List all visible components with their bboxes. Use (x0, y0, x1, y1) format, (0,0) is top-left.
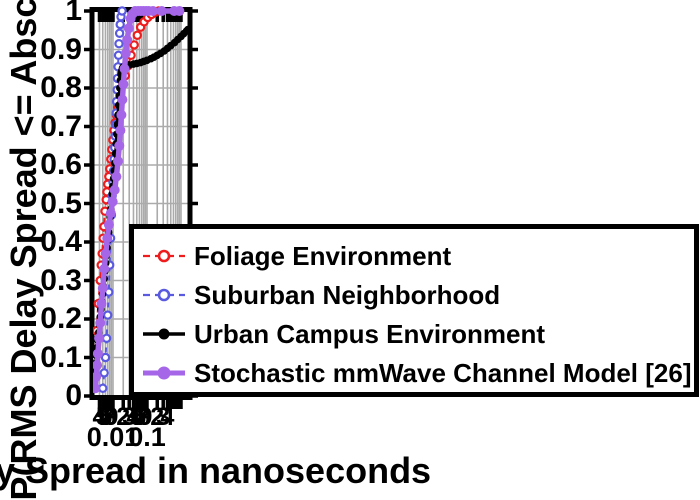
legend-marker-sample (143, 250, 185, 263)
x-minor-tick-label: 5 (95, 403, 110, 431)
y-tick-label: 0.4 (40, 225, 82, 258)
data-point-marker (99, 263, 110, 274)
y-tick-label: 0 (65, 379, 82, 412)
y-tick-label: 0.9 (40, 32, 82, 66)
data-point-marker (98, 383, 108, 393)
data-point-marker (117, 6, 127, 16)
x-minor-tick-label: 6 (98, 403, 113, 431)
data-point-marker (93, 360, 103, 371)
data-point-marker (114, 39, 124, 49)
data-point-marker (129, 40, 139, 50)
x-minor-tick-label: 5 (129, 403, 144, 431)
series-3 (93, 6, 185, 394)
data-point-marker (119, 63, 130, 74)
y-tick-label: 0.8 (40, 71, 82, 104)
data-point-marker (99, 368, 109, 378)
data-point-marker (93, 383, 101, 394)
data-point-marker (114, 140, 125, 151)
legend-label: Suburban Neighborhood (194, 280, 501, 311)
legend-box: Foliage Environment Suburban Neighborhood… (129, 224, 699, 397)
series-line (101, 10, 124, 389)
x-minor-tick-label: 4 (92, 403, 107, 431)
x-minor-tick-label: 2 (150, 403, 165, 431)
legend-label: Urban Campus Environment (194, 318, 546, 349)
data-point-marker (93, 371, 102, 382)
x-minor-tick-label: 7 (134, 403, 149, 431)
x-minor-tick-label: 2 (116, 403, 131, 431)
data-point-marker (118, 79, 129, 90)
data-point-marker (120, 48, 131, 59)
data-point-marker (113, 156, 123, 167)
legend-label: Foliage Environment (194, 241, 452, 272)
data-point-marker (156, 6, 167, 16)
y-tick-label: 1 (65, 0, 82, 27)
data-point-marker (100, 352, 111, 363)
legend-label: Stochastic mmWave Channel Model [26] (194, 357, 692, 388)
x-minor-tick-label: 9 (138, 403, 153, 431)
x-minor-tick-label: 3 (156, 403, 171, 431)
x-minor-tick-label: 6 (132, 403, 147, 431)
y-tick-label: 0.5 (40, 186, 82, 220)
x-minor-tick-label: 4 (160, 403, 175, 431)
data-point-marker (102, 310, 113, 320)
x-minor-tick-label: 9 (104, 403, 119, 431)
data-point-marker (94, 333, 105, 344)
data-point-marker (174, 6, 185, 16)
data-point-marker (115, 125, 126, 136)
data-point-marker (132, 30, 142, 40)
legend-entry: Suburban Neighborhood (142, 276, 694, 314)
data-point-marker (107, 196, 118, 207)
y-tick-label: 0.7 (40, 109, 82, 143)
data-point-marker (117, 94, 128, 105)
data-point-marker (148, 6, 158, 16)
legend-entry: Foliage Environment (142, 237, 694, 275)
data-point-marker (109, 185, 120, 195)
y-tick-label: 0.6 (40, 148, 82, 181)
data-point-marker (116, 109, 127, 120)
data-point-marker (103, 219, 114, 230)
legend-marker-sample (143, 288, 185, 302)
legend-marker-sample (143, 328, 185, 340)
x-minor-tick-label: 4 (126, 403, 141, 431)
data-point-marker (115, 19, 125, 30)
data-point-marker (102, 233, 113, 244)
x-minor-tick-label: 8 (136, 403, 151, 431)
data-point-marker (123, 23, 134, 34)
y-tick-label: 0.2 (40, 302, 82, 335)
x-minor-tick-label: 7 (100, 403, 115, 431)
data-point-marker (111, 171, 122, 182)
x-major-tick-label: 0.1 (128, 422, 166, 452)
data-point-marker (96, 298, 107, 309)
y-tick-label: 0.1 (40, 340, 82, 374)
x-major-tick-label: 0.01 (86, 422, 140, 452)
data-point-marker (93, 348, 103, 359)
legend-marker-sample (143, 366, 185, 380)
y-tick-label: 0.3 (40, 263, 82, 297)
data-point-marker (97, 283, 108, 294)
data-point-marker (100, 248, 111, 259)
data-point-marker (114, 28, 125, 38)
data-point-marker (122, 34, 133, 45)
data-point-marker (105, 208, 116, 219)
legend-entry: Stochastic mmWave Channel Model [26] (142, 354, 694, 392)
data-point-marker (95, 317, 106, 328)
legend-entry: Urban Campus Environment (142, 315, 694, 353)
x-axis-label: RMS Delay Spread in nanoseconds (0, 450, 432, 491)
x-minor-tick-label: 8 (102, 403, 117, 431)
data-point-marker (184, 25, 190, 34)
x-minor-tick-label: 3 (122, 403, 137, 431)
